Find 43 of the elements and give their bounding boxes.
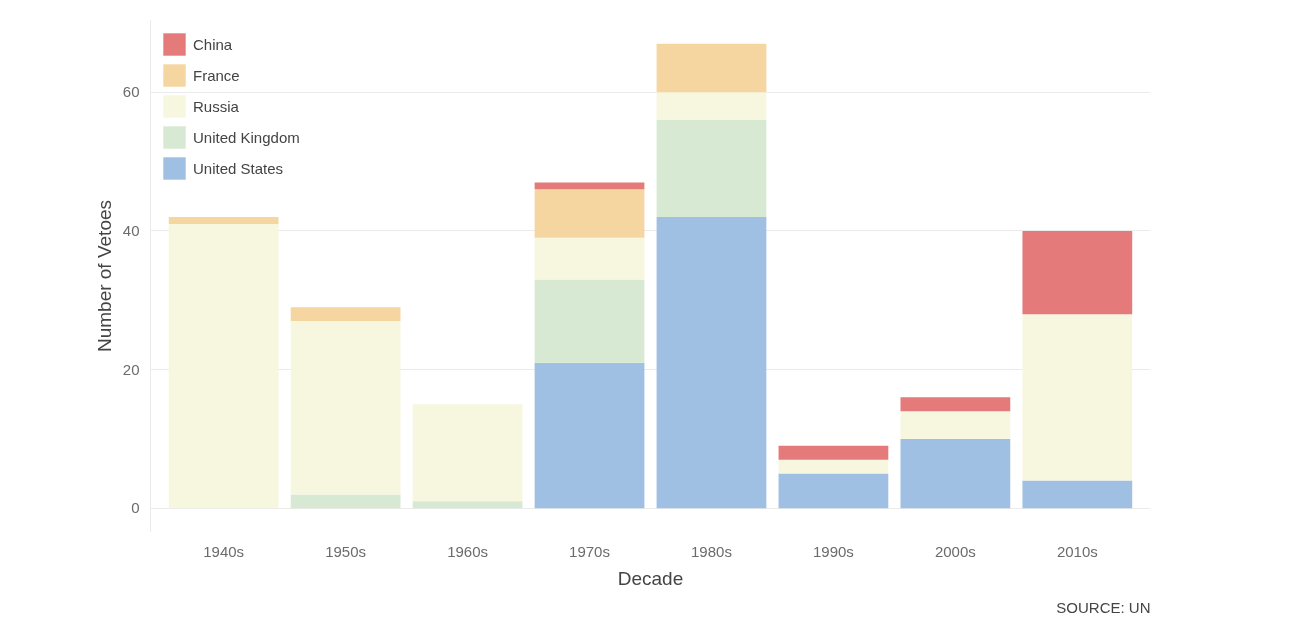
x-tick-label: 1950s xyxy=(325,542,367,560)
bar xyxy=(168,217,279,224)
x-tick-label: 1990s xyxy=(812,542,854,560)
bar xyxy=(290,321,401,495)
bar xyxy=(1022,480,1133,509)
bar xyxy=(656,43,767,93)
bar xyxy=(656,217,767,509)
bar xyxy=(534,279,645,363)
y-tick-label: 20 xyxy=(122,360,140,378)
y-tick-label: 0 xyxy=(131,499,140,517)
source-note: SOURCE: UN xyxy=(1056,598,1151,616)
bar xyxy=(656,120,767,218)
x-tick-label: 1970s xyxy=(569,542,610,560)
bar xyxy=(778,445,889,460)
x-tick-label: 1940s xyxy=(203,542,245,560)
bar xyxy=(412,501,523,509)
legend-label: China xyxy=(193,35,233,53)
legend-label: France xyxy=(193,66,240,84)
bar xyxy=(534,182,645,190)
bar xyxy=(778,473,889,509)
bar xyxy=(534,237,645,280)
legend-label: United States xyxy=(193,159,284,177)
y-tick-label: 60 xyxy=(122,83,140,101)
bar xyxy=(290,494,401,509)
bar xyxy=(900,411,1011,439)
x-axis-title: Decade xyxy=(617,567,684,589)
bar xyxy=(778,459,889,474)
y-tick-label: 40 xyxy=(122,221,140,239)
x-tick-label: 1980s xyxy=(691,542,732,560)
bar xyxy=(900,438,1011,509)
legend-label: Russia xyxy=(193,97,239,115)
bar xyxy=(900,397,1011,412)
x-tick-label: 1960s xyxy=(447,542,489,560)
bar xyxy=(534,189,645,238)
bar xyxy=(1022,314,1133,481)
bar xyxy=(534,362,645,509)
x-tick-label: 2010s xyxy=(1056,542,1098,560)
bar xyxy=(1022,230,1133,315)
x-tick-label: 2000s xyxy=(934,542,976,560)
bar xyxy=(412,404,523,502)
bar xyxy=(290,307,401,322)
y-axis-title: Number of Vetoes xyxy=(93,199,115,353)
legend-label: United Kingdom xyxy=(193,128,300,146)
